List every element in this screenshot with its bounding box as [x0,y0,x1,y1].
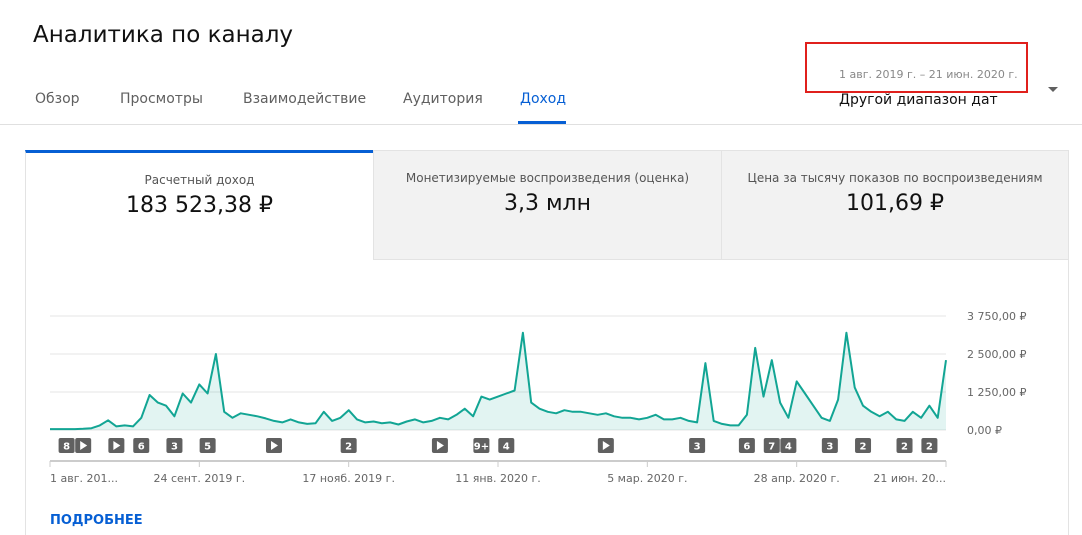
x-tick-label: 21 июн. 20... [873,472,946,485]
event-marker[interactable]: 3 [821,438,838,453]
event-marker[interactable]: 6 [133,438,150,453]
event-marker[interactable]: 8 [58,438,75,453]
event-marker[interactable] [75,438,92,453]
marker-badge [821,438,838,453]
event-marker[interactable]: 3 [689,438,706,453]
divider [0,124,1082,125]
event-marker[interactable] [266,438,282,453]
event-marker[interactable]: 4 [498,438,515,453]
event-marker[interactable]: 2 [855,438,872,453]
marker-badge [689,438,706,453]
metric-value: 3,3 млн [503,191,592,216]
event-marker[interactable]: 5 [199,438,216,453]
x-tick-label: 11 янв. 2020 г. [455,472,541,485]
marker-label: 5 [204,442,211,453]
marker-badge [855,438,872,453]
marker-badge [896,438,913,453]
event-marker[interactable] [597,438,614,453]
tab-indicator [518,121,566,124]
event-marker[interactable]: 3 [166,438,183,453]
metric-card[interactable]: Монетизируемые воспроизведения (оценка) 3… [373,150,722,260]
tab[interactable]: Обзор [35,91,80,107]
event-marker[interactable] [108,438,125,453]
marker-label: 8 [63,442,70,453]
event-marker[interactable]: 9+ [473,438,490,453]
tab[interactable]: Аудитория [403,91,483,107]
marker-badge [166,438,183,453]
line [50,331,947,431]
marker-badge [199,438,216,453]
dropdown-arrow[interactable] [1048,87,1058,92]
event-marker[interactable] [431,438,448,453]
marker-label: 4 [785,442,792,453]
x-tick-label: 28 апр. 2020 г. [754,472,840,485]
range-button[interactable]: Другой диапазон дат [839,92,998,108]
marker-label: 2 [345,442,352,453]
metric-label: Цена за тысячу показов по воспроизведени… [747,171,1043,185]
marker-badge [340,438,357,453]
marker-label: 4 [503,442,510,453]
tab[interactable]: Просмотры [120,91,203,107]
play-icon [436,441,444,450]
marker-label: 2 [901,442,908,453]
metric-card[interactable]: Цена за тысячу показов по воспроизведени… [721,150,1069,260]
tab[interactable]: Доход [520,91,567,107]
play-icon [602,441,610,450]
event-marker[interactable]: 2 [921,438,938,453]
marker-badge [921,438,938,453]
more-link[interactable]: ПОДРОБНЕЕ [50,513,143,528]
x-tick-label: 24 сент. 2019 г. [153,472,245,485]
marker-label: 2 [860,442,867,453]
marker-label: 7 [768,442,775,453]
marker-label: 9+ [474,442,489,453]
metric-value: 101,69 ₽ [846,191,944,216]
date-range: 1 авг. 2019 г. – 21 июн. 2020 г. [839,68,1018,81]
area [50,332,946,430]
marker-label: 6 [743,442,750,453]
tab[interactable]: Взаимодействие [243,91,367,107]
event-marker[interactable]: 4 [780,438,797,453]
marker-badge [498,438,515,453]
marker-label: 3 [826,442,833,453]
marker-badge [133,438,150,453]
event-marker[interactable]: 2 [896,438,913,453]
metric-value: 183 523,38 ₽ [126,193,273,218]
marker-badge [58,438,75,453]
page-title: Аналитика по каналу [33,22,294,48]
metric-card[interactable]: Расчетный доход 183 523,38 ₽ [25,150,374,260]
play-icon [271,441,278,450]
marker-badge [473,438,490,453]
y-tick-label: 1 250,00 ₽ [967,386,1026,399]
marker-label: 3 [694,442,701,453]
marker-label: 6 [138,442,145,453]
metric-label: Расчетный доход [144,173,255,187]
metric-label: Монетизируемые воспроизведения (оценка) [405,171,690,185]
marker-label: 3 [171,442,178,453]
marker-badge [763,438,780,453]
highlight-box [805,42,1028,93]
event-marker[interactable]: 6 [738,438,755,453]
x-tick-label: 17 нояб. 2019 г. [302,472,395,485]
play-icon [80,441,88,450]
marker-badge [780,438,797,453]
event-marker[interactable]: 7 [763,438,780,453]
x-tick-label: 5 мар. 2020 г. [607,472,687,485]
y-tick-label: 3 750,00 ₽ [967,310,1026,323]
marker-badge [738,438,755,453]
event-marker[interactable]: 2 [340,438,357,453]
play-icon [113,441,121,450]
y-tick-label: 0,00 ₽ [967,424,1002,437]
marker-label: 2 [926,442,933,453]
y-tick-label: 2 500,00 ₽ [967,348,1026,361]
x-tick-label: 1 авг. 201... [50,472,118,485]
